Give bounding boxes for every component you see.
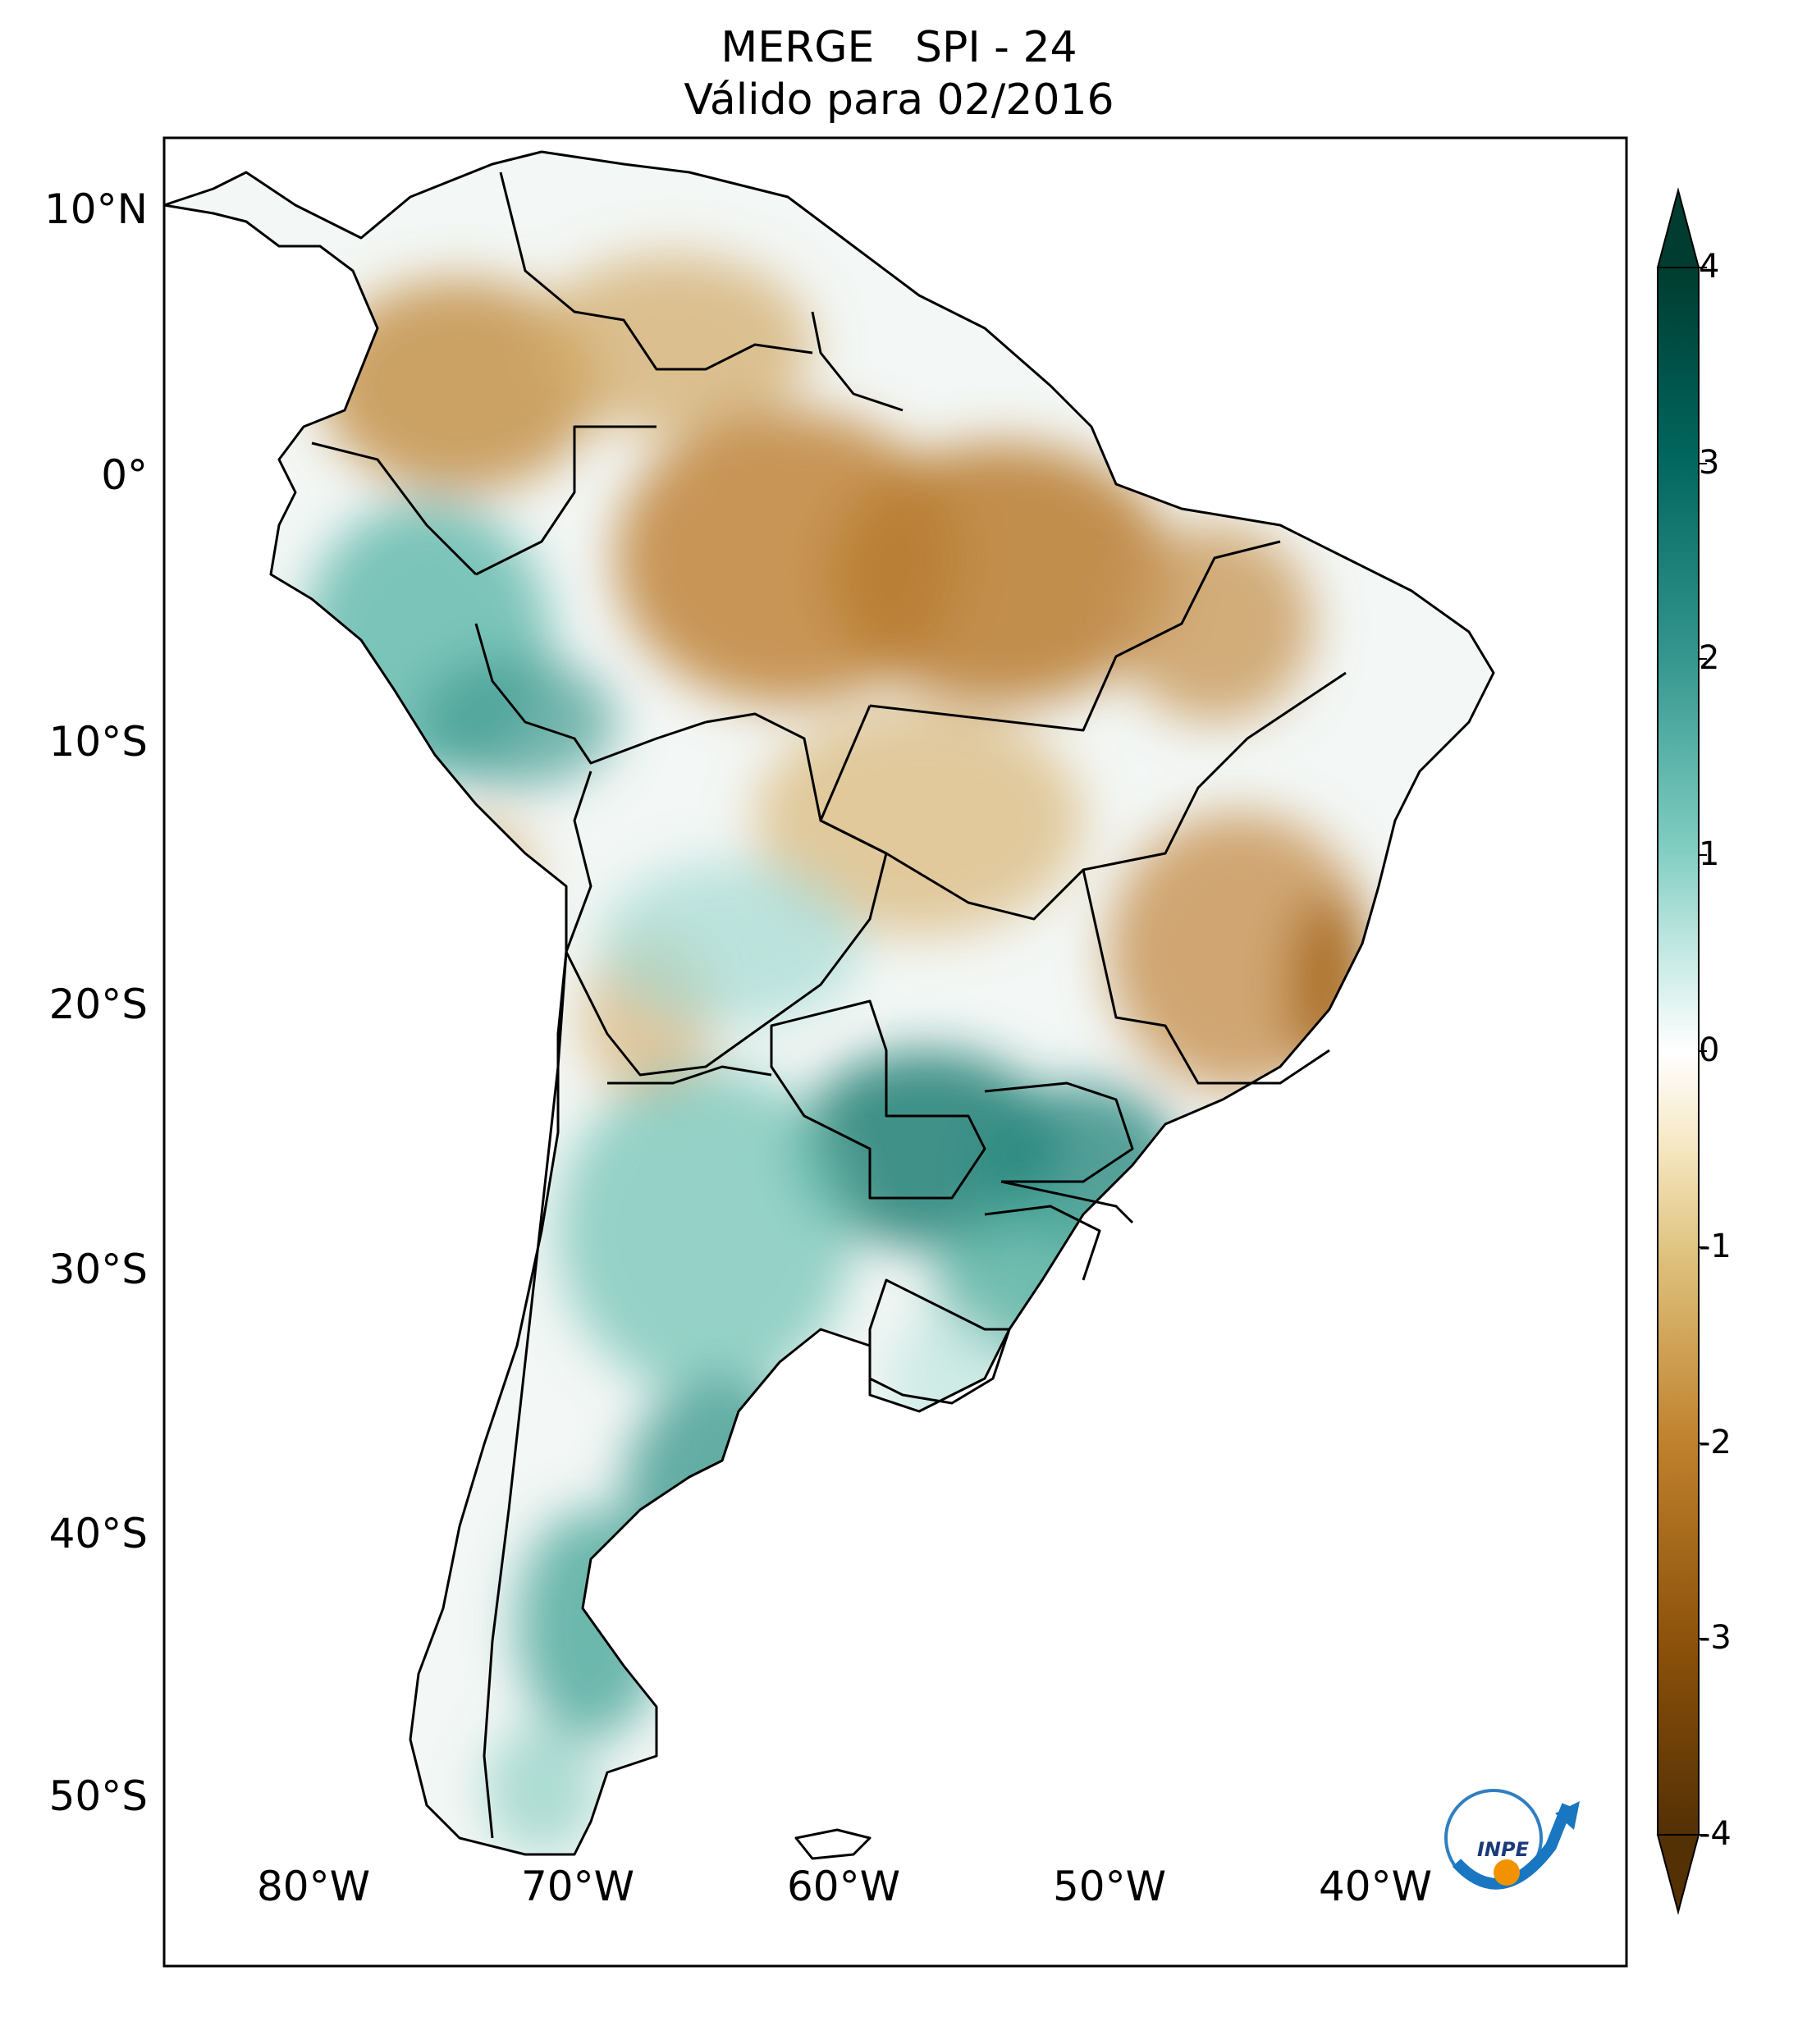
lat-tick-10s: 10°S [48,718,148,766]
colorbar-tick-minus4: -4 [1699,1815,1732,1853]
lon-tick-40w: 40°W [1318,1863,1433,1910]
lat-tick-50s: 50°S [48,1772,148,1820]
argentina-chile-border [483,951,568,1839]
lat-tick-40s: 40°S [48,1510,148,1557]
uruguay-border [868,1278,1011,1405]
lon-tick-60w: 60°W [786,1863,901,1910]
brazil-states-north [869,540,1281,732]
bolivia-border [565,712,888,1077]
colorbar-tick-minus3: -3 [1699,1619,1732,1657]
ecuador-peru-border [311,441,478,576]
colorbar-tick-0: 0 [1699,1031,1720,1069]
brazil-south-states [984,1081,1134,1281]
colorbar-tick-3: 3 [1699,444,1720,482]
inpe-logo: INPE [1444,1789,1580,1890]
lat-tick-10n: 10°N [43,185,148,233]
colorbar-max-arrow [1656,187,1700,268]
lon-tick-70w: 70°W [520,1863,635,1910]
falkland-islands [794,1828,872,1860]
lat-tick-0: 0° [101,451,148,499]
colorbar-tick-1: 1 [1699,835,1720,873]
lon-tick-50w: 50°W [1052,1863,1167,1910]
colombia-peru-border [475,425,657,576]
country-borders [162,150,1495,1860]
colorbar-tick-2: 2 [1699,639,1720,677]
brazil-states-southeast [1082,869,1330,1085]
peru-brazil-border [474,623,707,765]
colorbar-tick-4: 4 [1699,248,1720,286]
map-title-line1: MERGE SPI - 24 [721,23,1077,72]
continent-outline [162,150,1495,1856]
argentina-bolivia-border [607,1065,772,1085]
lat-tick-20s: 20°S [48,981,148,1028]
colorbar-tick-minus1: -1 [1699,1228,1732,1265]
lat-tick-30s: 30°S [48,1246,148,1293]
colorbar-tick-minus2: -2 [1699,1424,1732,1461]
colorbar-min-arrow [1656,1834,1700,1915]
paraguay-border [770,999,986,1200]
inpe-logo-text: INPE [1477,1838,1530,1861]
colombia-venezuela-border [499,171,813,371]
colorbar [1656,187,1707,1915]
map-title-line2: Válido para 02/2016 [684,75,1114,125]
lon-tick-80w: 80°W [256,1863,371,1910]
venezuela-guyana-border [811,311,904,412]
